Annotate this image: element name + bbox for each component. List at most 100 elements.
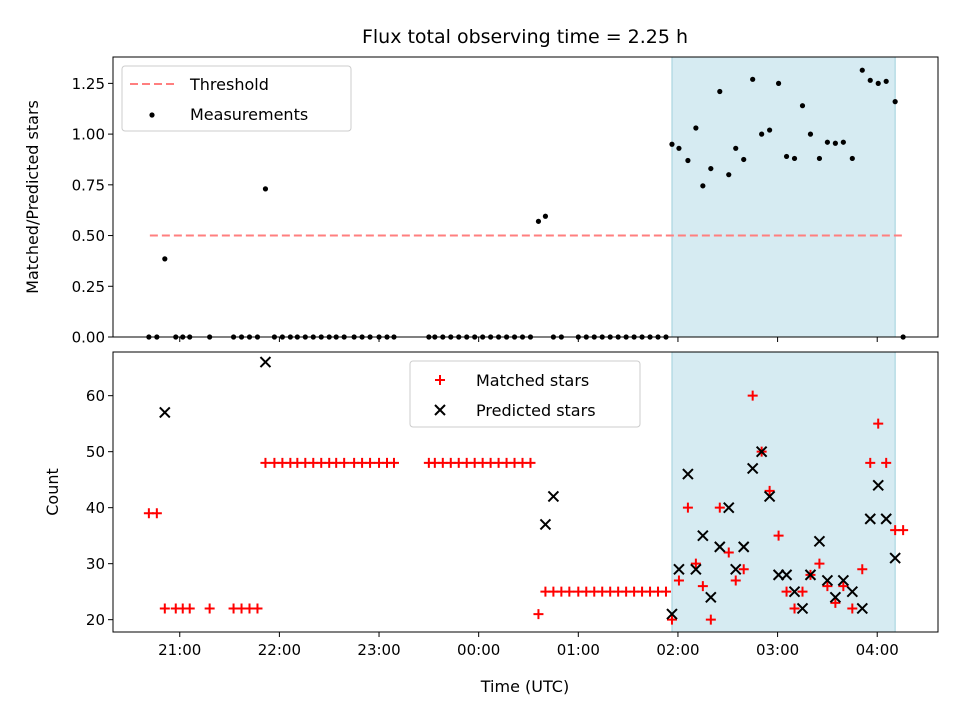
predicted-stars-point xyxy=(880,513,892,525)
y-tick-label: 1.00 xyxy=(72,126,105,144)
observing-window-span xyxy=(671,351,896,633)
series-measurements xyxy=(146,67,906,340)
predicted-stars-point xyxy=(780,569,793,581)
measurement-point xyxy=(700,183,706,189)
x-tick-label: 04:00 xyxy=(856,641,899,659)
matched-stars-point xyxy=(898,525,909,536)
measurement-point xyxy=(162,256,168,262)
matched-stars-point xyxy=(660,586,671,597)
predicted-stars-point xyxy=(539,518,552,531)
legend-predicted-label: Predicted stars xyxy=(476,401,596,420)
predicted-stars-point xyxy=(730,563,742,575)
measurement-point xyxy=(741,156,747,163)
matched-stars-point xyxy=(723,547,734,558)
x-tick-label: 03:00 xyxy=(756,641,799,659)
predicted-stars-point xyxy=(837,574,850,587)
plot-frame xyxy=(112,56,939,338)
matched-stars-point xyxy=(533,609,544,620)
matched-stars-point xyxy=(781,586,792,597)
measurement-point xyxy=(867,77,873,83)
predicted-stars-point xyxy=(872,479,884,491)
predicted-stars-point xyxy=(697,529,709,542)
series-predicted-stars xyxy=(159,356,901,620)
predicted-stars-point xyxy=(259,356,272,368)
measurement-point xyxy=(750,76,756,82)
predicted-stars-point xyxy=(159,406,171,419)
x-tick-label: 01:00 xyxy=(557,641,600,659)
measurement-point xyxy=(535,218,542,224)
matched-stars-point xyxy=(814,558,825,569)
predicted-stars-point xyxy=(804,569,817,581)
predicted-stars-point xyxy=(723,501,735,514)
matched-stars-point xyxy=(865,457,876,468)
measurement-point xyxy=(676,145,682,151)
legend-box xyxy=(409,360,641,428)
predicted-stars-point xyxy=(682,468,694,480)
x-tick-label: 22:00 xyxy=(258,641,301,659)
matched-stars-point xyxy=(666,614,677,625)
matched-stars-point xyxy=(857,564,868,575)
measurement-point xyxy=(807,131,814,137)
predicted-stars-point xyxy=(864,513,876,525)
predicted-stars-point xyxy=(714,541,726,553)
legend-matched-swatch xyxy=(435,375,445,385)
matched-stars-point xyxy=(881,457,892,468)
matched-stars-point xyxy=(747,390,758,401)
matched-stars-point xyxy=(797,586,808,597)
observing-window-span xyxy=(671,56,896,338)
bottom-panel-count-plot: 20 30 40 50 60 21:00 22:00 23:00 00:00 01:00 02:00… xyxy=(43,351,939,659)
legend-matched-label: Matched stars xyxy=(476,371,589,390)
measurement-point xyxy=(840,139,846,145)
predicted-stars-point xyxy=(829,591,842,603)
legend-threshold-label: Threshold xyxy=(189,75,269,94)
predicted-stars-point xyxy=(737,541,750,553)
measurement-point xyxy=(892,99,898,105)
matched-stars-point xyxy=(789,603,800,614)
matched-stars-point xyxy=(697,581,708,592)
measurement-point xyxy=(542,213,549,219)
measurement-point xyxy=(708,165,714,172)
matched-stars-point xyxy=(184,603,195,614)
legend-top: Threshold Measurements xyxy=(121,65,352,132)
top-panel-ratio-plot: 0.00 0.25 0.50 0.75 1.00 1.25 Matched/Predicte… xyxy=(23,56,939,347)
matched-stars-point xyxy=(151,508,162,519)
measurement-point xyxy=(791,155,798,162)
measurement-point xyxy=(832,140,838,146)
predicted-stars-point xyxy=(547,490,560,503)
measurement-point xyxy=(849,155,855,162)
matched-stars-point xyxy=(773,530,784,541)
matched-stars-point xyxy=(564,586,575,597)
matched-stars-point xyxy=(873,418,884,429)
legend-measurements-swatch xyxy=(149,112,155,118)
legend-measurements-label: Measurements xyxy=(190,105,308,124)
predicted-stars-point xyxy=(690,563,702,575)
matched-stars-point xyxy=(339,457,350,468)
measurement-point xyxy=(726,172,732,178)
matched-stars-point xyxy=(738,564,749,575)
y-tick-label: 30 xyxy=(86,555,105,573)
y-axis-label: Count xyxy=(43,468,62,516)
y-tick-label: 0.50 xyxy=(72,227,105,245)
legend-bottom: Matched stars Predicted stars xyxy=(409,360,641,428)
matched-stars-point xyxy=(705,614,716,625)
measurement-point xyxy=(824,139,831,145)
legend-predicted-swatch xyxy=(434,404,446,416)
matched-stars-point xyxy=(838,581,849,592)
measurement-point xyxy=(799,103,806,109)
legend-box xyxy=(121,65,352,132)
y-axis-label: Matched/Predicted stars xyxy=(23,100,42,294)
matched-stars-point xyxy=(673,575,684,586)
measurement-point xyxy=(717,88,723,95)
matched-stars-point xyxy=(204,603,215,614)
series-matched-stars xyxy=(143,390,909,625)
measurement-point xyxy=(262,186,269,192)
predicted-stars-point xyxy=(755,445,768,458)
matched-stars-point xyxy=(260,457,271,468)
predicted-stars-point xyxy=(889,552,901,564)
predicted-stars-point xyxy=(856,602,868,615)
x-axis-label: Time (UTC) xyxy=(480,677,569,696)
y-tick-label: 0.75 xyxy=(72,176,105,194)
y-tick-label: 50 xyxy=(86,443,105,461)
matched-stars-point xyxy=(252,603,263,614)
measurement-point xyxy=(669,141,675,147)
